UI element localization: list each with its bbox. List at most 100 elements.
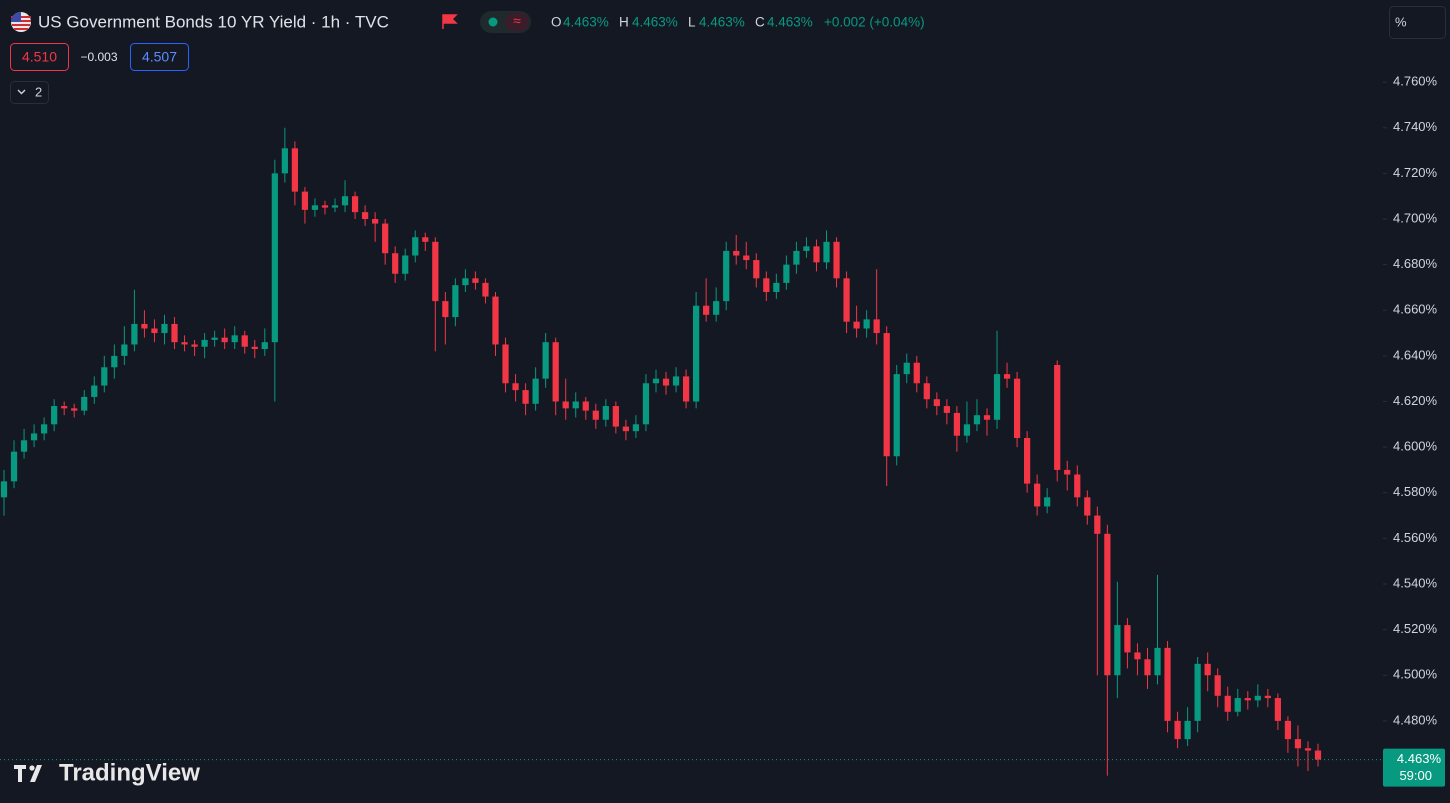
last-price-box bbox=[1383, 748, 1445, 787]
candle-body bbox=[181, 342, 188, 345]
candle-body bbox=[1224, 695, 1231, 712]
candle-body bbox=[1234, 698, 1241, 712]
candle-body bbox=[402, 255, 409, 274]
candle-body bbox=[301, 191, 309, 210]
candle-body bbox=[713, 301, 720, 315]
candle-body bbox=[0, 481, 8, 498]
candle-body bbox=[1174, 720, 1181, 740]
candle-body bbox=[1214, 675, 1221, 696]
candle-body bbox=[783, 264, 790, 283]
candle-body bbox=[983, 415, 991, 420]
change: +0.002 (+0.04%) bbox=[824, 15, 925, 30]
flag-icon bbox=[11, 12, 31, 32]
candle-body bbox=[101, 367, 108, 386]
candle-body bbox=[472, 278, 479, 283]
candle-body bbox=[1294, 739, 1302, 749]
delay-badge bbox=[505, 13, 529, 31]
y-tick-label: 4.720% bbox=[1393, 165, 1438, 180]
bid: 4.510 bbox=[22, 49, 57, 65]
candle-body bbox=[151, 328, 158, 334]
candle-body bbox=[1304, 748, 1312, 751]
legend-value: 4.463% bbox=[563, 15, 609, 30]
candle-body bbox=[161, 323, 168, 334]
market-status-dot bbox=[488, 17, 498, 27]
bid-box[interactable] bbox=[10, 43, 69, 71]
candle-body bbox=[1034, 483, 1041, 507]
candle-body bbox=[1084, 497, 1091, 516]
indicator-count: 2 bbox=[35, 84, 42, 99]
candle-body bbox=[853, 321, 860, 329]
candle-body bbox=[913, 362, 920, 384]
chart-title: US Government Bonds 10 YR Yield · 1h · T… bbox=[38, 12, 389, 31]
candle-body bbox=[903, 362, 910, 375]
legend-label: H bbox=[619, 15, 629, 30]
candle-body bbox=[923, 383, 930, 400]
y-tick-label: 4.480% bbox=[1393, 712, 1438, 727]
y-tick-label: 4.740% bbox=[1393, 119, 1438, 134]
candle-body bbox=[682, 376, 690, 402]
candle-body bbox=[1194, 663, 1201, 721]
scale-mode: % bbox=[1395, 14, 1407, 29]
candle-body bbox=[1044, 497, 1051, 507]
candle-body bbox=[933, 399, 940, 407]
candle-body bbox=[883, 333, 890, 457]
flag-marker[interactable] bbox=[442, 14, 458, 29]
candle-body bbox=[241, 335, 248, 347]
candle-body bbox=[1184, 720, 1191, 740]
candle-body bbox=[843, 278, 850, 322]
candle-body bbox=[261, 342, 268, 350]
legend-label: L bbox=[688, 15, 696, 30]
candle-body bbox=[311, 205, 319, 210]
candle-body bbox=[321, 205, 329, 208]
logo-text: TradingView bbox=[59, 759, 200, 786]
candle-body bbox=[803, 246, 810, 251]
candle-body bbox=[1054, 365, 1061, 470]
candle-body bbox=[10, 451, 18, 482]
y-tick-label: 4.680% bbox=[1393, 256, 1438, 271]
candle-body bbox=[51, 406, 58, 425]
candle-body bbox=[733, 250, 740, 256]
candle-body bbox=[251, 346, 258, 350]
candle-body bbox=[351, 196, 359, 213]
candle-body bbox=[341, 196, 349, 206]
indicators-toggle[interactable] bbox=[10, 81, 49, 104]
candle-body bbox=[652, 378, 660, 384]
candle-body bbox=[1094, 515, 1101, 534]
candle-body bbox=[211, 337, 218, 340]
candle-body bbox=[422, 237, 429, 242]
candle-body bbox=[30, 433, 38, 441]
candle-body bbox=[532, 378, 539, 404]
candle-body bbox=[1284, 720, 1292, 740]
y-tick-label: 4.580% bbox=[1393, 484, 1438, 499]
candle-body bbox=[452, 285, 459, 318]
plot-area bbox=[0, 127, 1322, 776]
candle-body bbox=[703, 305, 710, 315]
ask-box[interactable] bbox=[130, 43, 189, 71]
candle-body bbox=[743, 255, 750, 261]
candle-body bbox=[502, 344, 509, 384]
candle-body bbox=[382, 223, 389, 254]
candle-body bbox=[662, 378, 670, 386]
candle-body bbox=[361, 212, 369, 219]
scale-mode-button[interactable] bbox=[1389, 6, 1446, 39]
y-tick-label: 4.500% bbox=[1393, 667, 1438, 682]
candle-body bbox=[1124, 625, 1131, 653]
candle-body bbox=[1254, 695, 1261, 701]
candle-body bbox=[121, 344, 128, 356]
y-tick-label: 4.620% bbox=[1393, 393, 1438, 408]
legend-label: C bbox=[755, 15, 765, 30]
candle-body bbox=[1244, 698, 1251, 701]
y-tick-label: 4.520% bbox=[1393, 621, 1438, 636]
candle-body bbox=[773, 282, 780, 292]
candle-body bbox=[753, 260, 760, 279]
candle-body bbox=[41, 424, 48, 434]
candle-body bbox=[412, 237, 419, 256]
candle-body bbox=[1064, 469, 1071, 475]
candle-body bbox=[943, 406, 950, 413]
candle-body bbox=[201, 339, 208, 347]
legend-value: 4.463% bbox=[632, 15, 678, 30]
candle-body bbox=[1144, 659, 1151, 676]
candle-body bbox=[91, 385, 98, 397]
candle-body bbox=[61, 406, 68, 409]
